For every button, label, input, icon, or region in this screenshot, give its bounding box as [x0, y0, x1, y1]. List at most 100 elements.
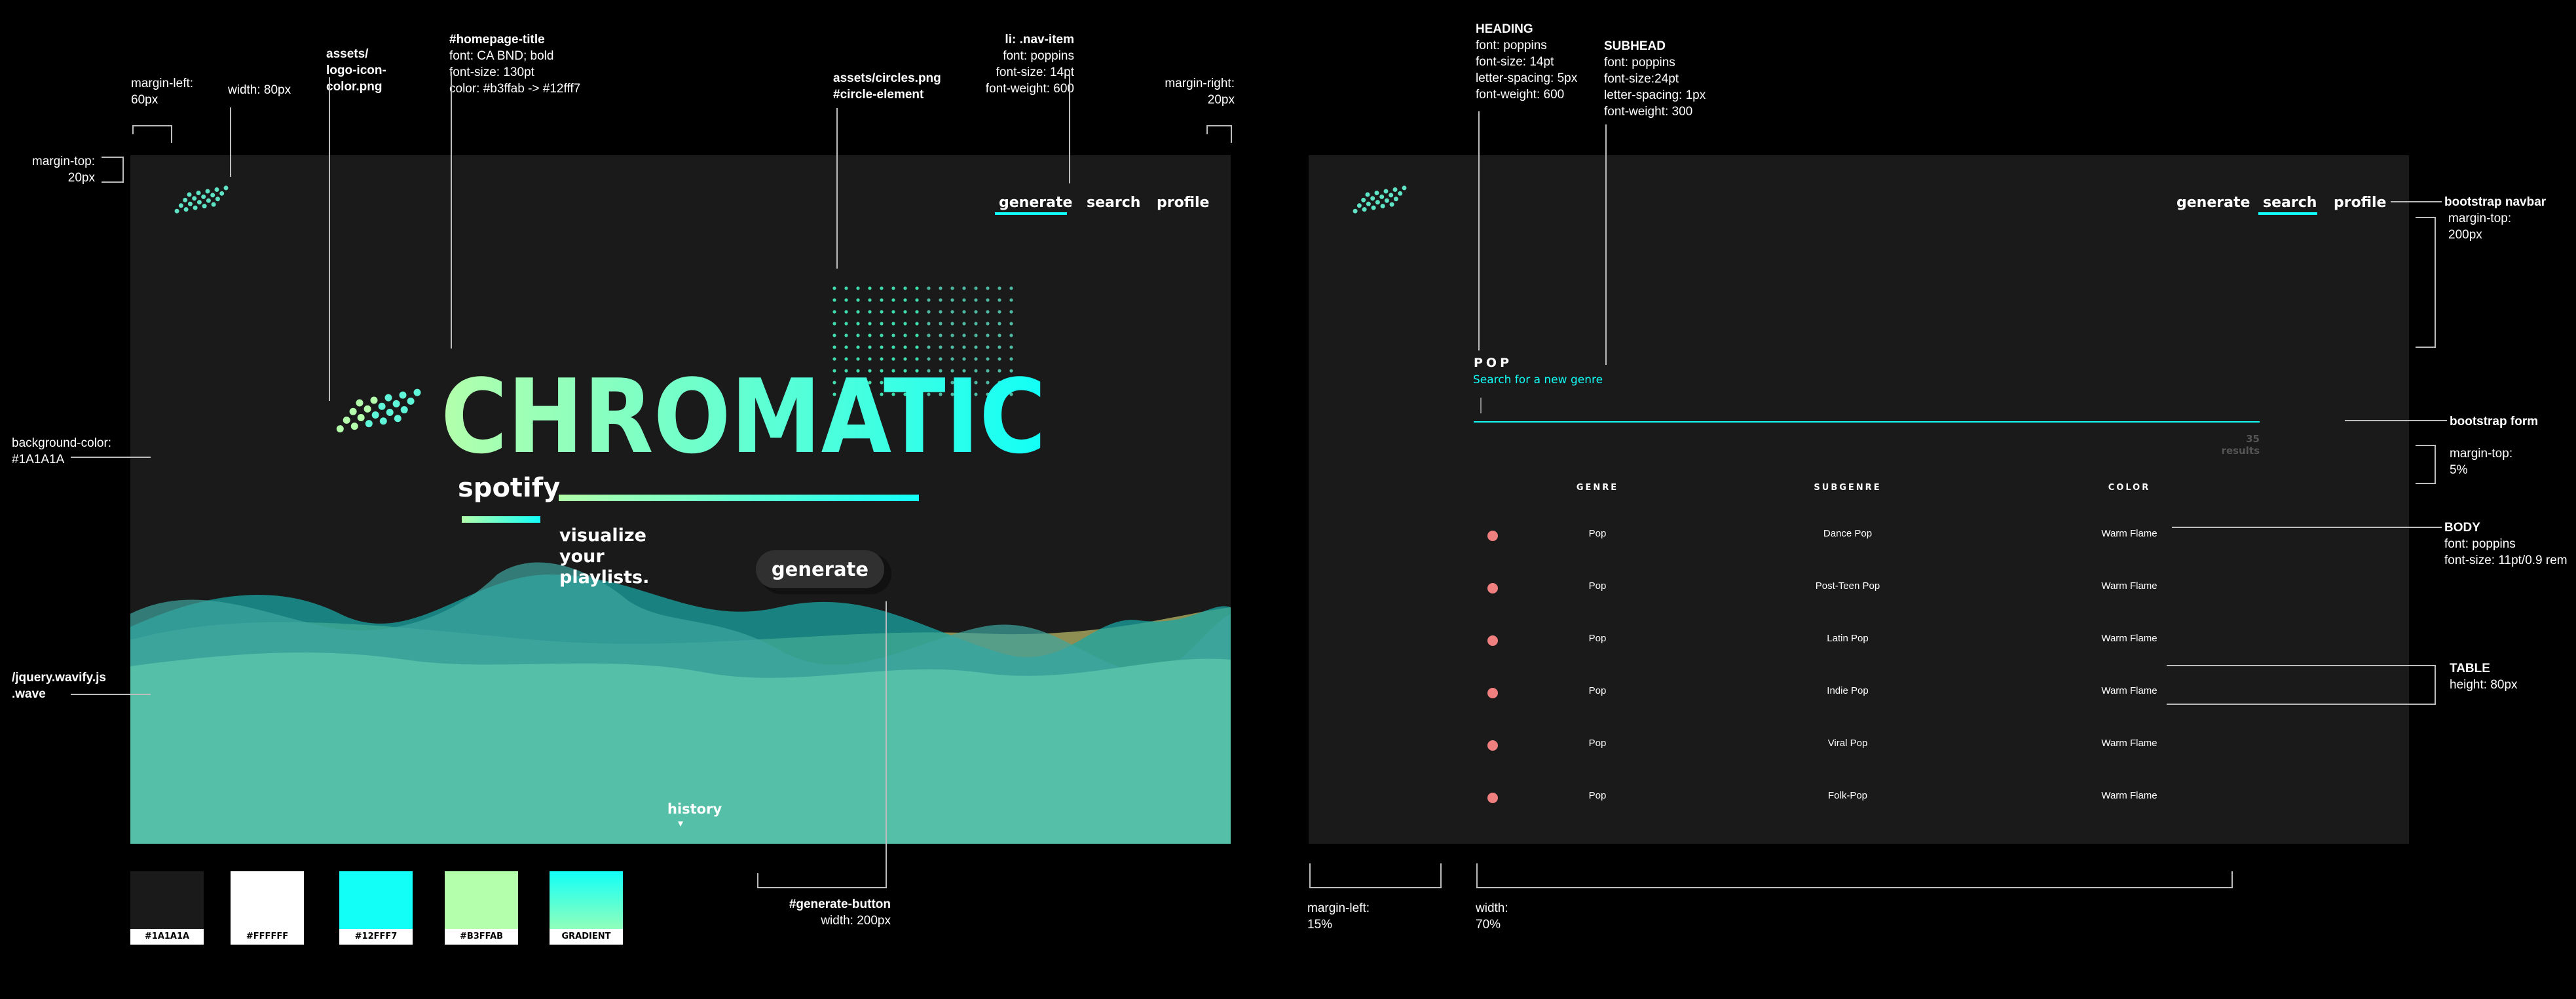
logo-dot [364, 405, 371, 413]
circle-dot [998, 310, 1001, 314]
circle-dot [950, 310, 954, 314]
color-dot[interactable] [1487, 531, 1498, 541]
logo-dot [206, 198, 211, 203]
circle-dot [915, 286, 919, 290]
color-dot[interactable] [1487, 740, 1498, 751]
circle-dot [915, 345, 919, 349]
circle-dot [939, 286, 943, 290]
circle-dot [986, 298, 990, 302]
logo-dot [193, 205, 198, 210]
circle-dot [974, 357, 978, 361]
circle-dot [986, 322, 990, 326]
circle-dot [903, 310, 907, 314]
circle-dot [832, 381, 836, 385]
note-line: HEADING [1476, 22, 1533, 36]
logo-dot [1402, 185, 1407, 191]
circle-dot [891, 392, 895, 396]
history-link[interactable]: history [667, 801, 722, 817]
table-cell-subgenre: Post-Teen Pop [1815, 580, 1880, 592]
circle-dot [880, 298, 884, 302]
nav-item-search[interactable]: search [1087, 195, 1141, 211]
circle-element [832, 286, 1013, 396]
note-line: width: [1476, 901, 1508, 915]
genre-subhead: Search for a new genre [1473, 373, 1603, 386]
nav-item-generate[interactable]: generate [2176, 195, 2250, 211]
table-cell-color: Warm Flame [2101, 738, 2157, 749]
note-right-width: width: 70% [1476, 900, 1508, 933]
note-line: color: #b3ffab -> #12fff7 [449, 82, 581, 96]
circle-dot [927, 369, 931, 373]
circle-dot [915, 298, 919, 302]
note-line: font-size: 130pt [449, 66, 534, 79]
circle-dot [927, 286, 931, 290]
note-line: logo-icon- [326, 64, 386, 77]
note-line: 70% [1476, 918, 1501, 932]
note-line: letter-spacing: 5px [1476, 71, 1578, 85]
color-swatch-label: #B3FFAB [445, 929, 518, 945]
note-generate-spec: #generate-button width: 200px [760, 896, 891, 929]
circle-dot [950, 357, 954, 361]
note-bg: background-color: #1A1A1A [12, 435, 111, 468]
circle-dot [903, 322, 907, 326]
color-dot[interactable] [1487, 583, 1498, 594]
logo-dot [201, 194, 206, 199]
table-cell-genre: Pop [1588, 580, 1607, 592]
note-line: font: poppins [1604, 56, 1675, 69]
circle-dot [868, 286, 872, 290]
color-swatch-label: #FFFFFF [231, 929, 304, 945]
logo-dot [1375, 200, 1380, 205]
circle-dot [856, 310, 860, 314]
column-header-subgenre[interactable]: SUBGENRE [1814, 483, 1882, 493]
note-line: margin-left: [131, 77, 194, 90]
generate-button[interactable]: generate [756, 550, 884, 588]
circle-dot [844, 369, 848, 373]
color-dot[interactable] [1487, 688, 1498, 698]
table-cell-genre: Pop [1588, 790, 1607, 801]
table-cell-color: Warm Flame [2044, 842, 2214, 844]
logo-dot [196, 190, 201, 195]
circle-dot [1009, 322, 1013, 326]
circle-dot [939, 392, 943, 396]
note-line: BODY [2444, 521, 2480, 535]
note-line: letter-spacing: 1px [1604, 88, 1706, 102]
table-cell-subgenre: Latin Pop [1827, 633, 1869, 644]
note-wave: /jquery.wavify.js .wave [12, 669, 106, 702]
logo-icon [174, 185, 229, 214]
note-line: width: 200px [821, 914, 891, 928]
circle-dot [1009, 298, 1013, 302]
color-dot[interactable] [1487, 793, 1498, 803]
nav-item-profile[interactable]: profile [2334, 195, 2387, 211]
circle-dot [939, 381, 943, 385]
circle-dot [880, 357, 884, 361]
note-line: .wave [12, 687, 46, 701]
circle-dot [903, 381, 907, 385]
nav-item-generate[interactable]: generate [999, 195, 1073, 211]
circle-dot [950, 345, 954, 349]
nav-item-profile[interactable]: profile [1157, 195, 1210, 211]
circle-dot [832, 310, 836, 314]
circle-dot [868, 357, 872, 361]
nav-item-search[interactable]: search [2263, 195, 2317, 211]
circle-dot [891, 369, 895, 373]
circle-dot [868, 322, 872, 326]
note-line: margin-left: [1307, 901, 1370, 915]
column-header-genre[interactable]: GENRE [1576, 483, 1619, 493]
note-line: #generate-button [789, 897, 891, 911]
circle-dot [962, 345, 966, 349]
column-header-color[interactable]: COLOR [2108, 483, 2151, 493]
note-line: font: poppins [1003, 49, 1074, 63]
circle-dot [844, 298, 848, 302]
color-dot[interactable] [1487, 635, 1498, 646]
note-margin-right: margin-right: 20px [1133, 75, 1235, 108]
search-input[interactable] [1474, 398, 2260, 423]
history-chevron-icon[interactable]: ▾ [677, 818, 684, 829]
logo-dot [178, 203, 183, 208]
circle-dot [974, 298, 978, 302]
circle-dot [998, 381, 1001, 385]
tagline-line: your [559, 546, 605, 567]
logo-icon [1353, 185, 1407, 214]
logo-dot [365, 420, 373, 428]
circle-dot [856, 369, 860, 373]
table-cell-genre: Pop [1588, 738, 1607, 749]
logo-dot [386, 409, 394, 417]
